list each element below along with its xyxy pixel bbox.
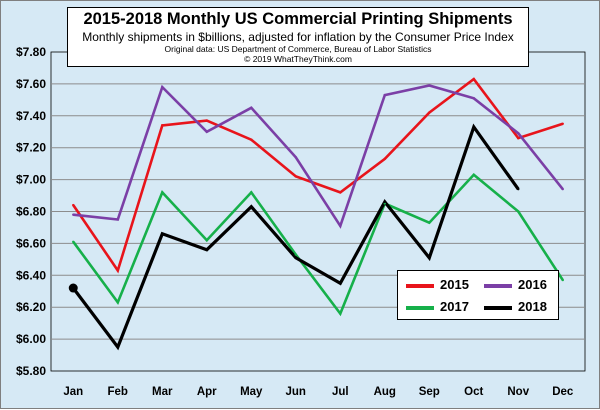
y-tick-label: $7.60 — [16, 77, 46, 91]
data-point-2018 — [294, 256, 297, 259]
data-point-2017 — [294, 253, 297, 256]
data-point-2016 — [72, 213, 75, 216]
legend-label-2017: 2017 — [440, 299, 469, 314]
data-point-2015 — [383, 157, 386, 161]
data-point-2018 — [205, 248, 208, 251]
x-tick-label: Mar — [152, 386, 173, 398]
x-tick-label: Jan — [63, 386, 83, 398]
y-tick-label: $7.40 — [16, 109, 46, 123]
data-point-2017 — [205, 239, 208, 242]
data-point-2015 — [205, 119, 208, 122]
data-point-2016 — [161, 85, 164, 89]
x-tick-label: Sep — [419, 386, 440, 398]
data-point-2016 — [472, 97, 475, 100]
chart-copyright: © 2019 WhatTheyThink.com — [244, 54, 352, 64]
data-point-2017 — [428, 221, 431, 224]
data-point-2015 — [472, 77, 475, 81]
y-tick-label: $5.80 — [16, 364, 46, 378]
series-line-2016 — [73, 84, 564, 229]
series-line-2015 — [72, 77, 564, 274]
legend: 2015 2016 2017 2018 — [397, 270, 559, 320]
data-point-2016 — [383, 93, 386, 97]
data-point-2015 — [339, 191, 342, 194]
data-point-2018 — [472, 125, 475, 129]
data-point-2015 — [517, 136, 520, 140]
data-point-2016 — [205, 130, 208, 133]
y-tick-label: $6.20 — [16, 300, 46, 314]
data-point-2016 — [116, 218, 119, 221]
data-point-2018 — [428, 256, 431, 259]
y-tick-label: $7.00 — [16, 173, 46, 187]
data-point-2017 — [161, 191, 164, 194]
legend-label-2016: 2016 — [518, 277, 547, 292]
y-tick-label: $7.20 — [16, 141, 46, 155]
x-tick-label: Jun — [286, 386, 306, 398]
data-point-2018 — [383, 200, 386, 204]
chart-subtitle: Monthly shipments in $billions, adjusted… — [82, 30, 514, 44]
x-tick-label: Aug — [374, 386, 396, 398]
data-point-2016 — [250, 106, 253, 110]
data-point-2015 — [72, 203, 75, 207]
title-box: 2015-2018 Monthly US Commercial Printing… — [67, 7, 529, 67]
y-tick-label: $6.00 — [16, 332, 46, 346]
data-point-2015 — [561, 122, 564, 125]
y-tick-label: $6.40 — [16, 268, 46, 282]
chart-source: Original data: US Department of Commerce… — [164, 44, 432, 54]
legend-label-2015: 2015 — [440, 277, 469, 292]
x-tick-label: Feb — [108, 386, 128, 398]
data-point-2016 — [428, 84, 431, 87]
data-point-2018 — [161, 232, 164, 236]
data-point-2017 — [472, 173, 475, 177]
x-tick-label: Apr — [197, 386, 217, 398]
data-point-2015 — [428, 111, 431, 114]
y-tick-label: $7.80 — [16, 45, 46, 59]
data-point-2017 — [250, 191, 253, 194]
data-point-2018 — [339, 282, 342, 285]
data-point-2015 — [250, 138, 253, 141]
x-tick-label: Dec — [552, 386, 574, 398]
x-tick-label: May — [240, 386, 263, 398]
data-point-2016 — [294, 156, 297, 159]
y-tick-label: $6.60 — [16, 236, 46, 250]
legend-swatch-2016 — [484, 284, 512, 288]
data-point-2017 — [339, 312, 342, 315]
y-tick-label: $6.80 — [16, 205, 46, 219]
legend-label-2018: 2018 — [518, 299, 547, 314]
data-point-2015 — [116, 269, 119, 272]
data-point-2015 — [161, 124, 164, 127]
data-point-2017 — [72, 240, 75, 244]
data-point-2017 — [517, 210, 520, 213]
x-tick-label: Jul — [332, 386, 349, 398]
x-tick-label: Oct — [464, 386, 483, 398]
legend-swatch-2017 — [406, 306, 434, 310]
legend-swatch-2015 — [406, 284, 434, 288]
data-point-2017 — [561, 278, 564, 282]
data-point-2015 — [294, 175, 297, 178]
series-marker-2018 — [68, 283, 78, 293]
data-point-2017 — [116, 301, 119, 304]
data-point-2018 — [116, 345, 119, 349]
x-tick-label: Nov — [507, 386, 529, 398]
data-point-2018 — [250, 205, 253, 208]
chart-title: 2015-2018 Monthly US Commercial Printing… — [83, 10, 513, 28]
data-point-2018 — [517, 187, 520, 191]
legend-swatch-2018 — [484, 306, 512, 310]
data-point-2016 — [517, 132, 520, 135]
data-point-2016 — [561, 187, 564, 191]
data-point-2016 — [339, 224, 342, 228]
series-line-2017 — [72, 173, 564, 317]
